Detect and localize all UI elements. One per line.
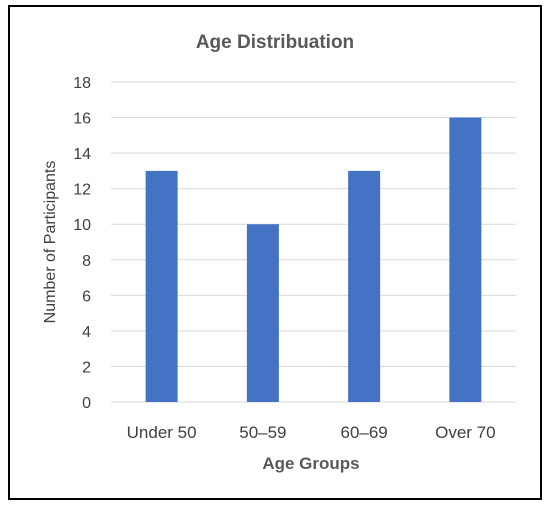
y-tick-labels: 0 2 4 6 8 10 12 14 16 18: [73, 75, 91, 412]
y-tick-label: 2: [82, 359, 91, 376]
y-axis-title: Number of Participants: [42, 161, 59, 324]
y-tick-label: 14: [73, 146, 91, 163]
chart-title: Age Distribuation: [196, 32, 354, 53]
y-tick-label: 16: [73, 111, 91, 128]
x-category-label: Under 50: [127, 423, 197, 442]
y-tick-label: 18: [73, 75, 91, 92]
bar: [246, 224, 279, 402]
x-category-labels: Under 50 50–59 60–69 Over 70: [127, 423, 496, 442]
y-tick-label: 12: [73, 182, 91, 199]
x-category-label: 60–69: [340, 423, 387, 442]
bar: [449, 117, 482, 403]
bars: [145, 117, 482, 403]
bar: [348, 170, 381, 402]
bar: [145, 170, 178, 402]
y-tick-label: 0: [82, 395, 91, 412]
gridlines: [111, 81, 516, 403]
y-tick-label: 10: [73, 217, 91, 234]
x-category-label: Over 70: [435, 423, 495, 442]
x-axis-title: Age Groups: [262, 454, 359, 473]
y-tick-label: 8: [82, 253, 91, 270]
y-tick-label: 4: [82, 324, 91, 341]
x-category-label: 50–59: [239, 423, 286, 442]
y-tick-label: 6: [82, 288, 91, 305]
